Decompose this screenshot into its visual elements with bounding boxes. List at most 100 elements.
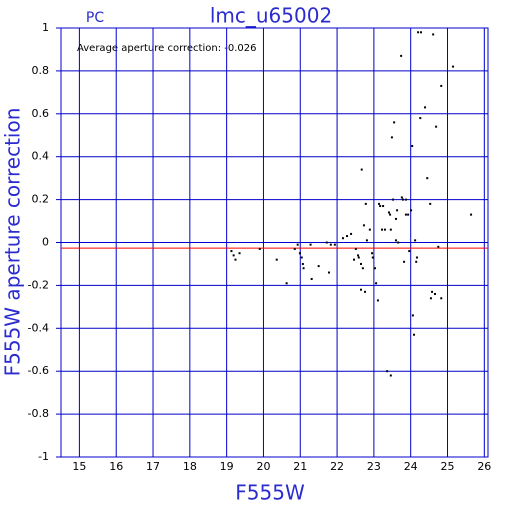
point — [380, 228, 383, 231]
y-tick-label: 0.8 — [32, 64, 50, 77]
point — [364, 202, 367, 205]
point — [238, 252, 241, 255]
point — [341, 237, 344, 240]
point — [435, 125, 438, 128]
point — [408, 250, 411, 253]
point — [275, 258, 278, 261]
point — [419, 117, 422, 120]
point — [394, 239, 397, 242]
point — [437, 245, 440, 248]
point — [309, 243, 312, 246]
x-tick-label: 23 — [367, 460, 381, 473]
x-tick-label: 24 — [404, 460, 418, 473]
point — [417, 31, 420, 34]
point — [389, 228, 392, 231]
point — [234, 258, 237, 261]
x-tick-label: 20 — [256, 460, 270, 473]
point — [392, 198, 395, 201]
point — [300, 256, 303, 259]
point — [414, 239, 417, 242]
point — [371, 256, 374, 259]
point — [400, 196, 403, 199]
point — [296, 243, 299, 246]
panel-label: PC — [86, 10, 104, 26]
point — [362, 224, 365, 227]
point — [411, 144, 414, 147]
point — [298, 252, 301, 255]
point — [285, 282, 288, 285]
point — [390, 136, 393, 139]
point — [393, 121, 396, 124]
point — [386, 370, 389, 373]
x-tick-label: 17 — [146, 460, 160, 473]
point — [407, 213, 410, 216]
point — [325, 241, 328, 244]
point — [364, 290, 367, 293]
y-tick-label: 0 — [42, 236, 49, 249]
point — [346, 235, 349, 238]
y-tick-label: -1 — [38, 450, 49, 463]
point — [258, 247, 261, 250]
point — [368, 228, 371, 231]
annotation: Average aperture correction: -0.026 — [77, 43, 257, 54]
point — [389, 213, 392, 216]
point — [383, 228, 386, 231]
point — [426, 177, 429, 180]
point — [327, 271, 330, 274]
x-tick-label: 19 — [220, 460, 234, 473]
y-tick-label: 1 — [42, 21, 49, 34]
point — [431, 290, 434, 293]
point — [333, 243, 336, 246]
point — [378, 202, 381, 205]
y-tick-label: 0.6 — [32, 107, 50, 120]
y-axis-label: F555W aperture correction — [1, 108, 25, 377]
point — [302, 267, 305, 270]
chart-title: lmc_u65002 — [210, 4, 332, 28]
point — [353, 258, 356, 261]
point — [230, 250, 233, 253]
point — [404, 198, 407, 201]
point — [432, 33, 435, 36]
point — [301, 262, 304, 265]
point — [361, 267, 364, 270]
point — [357, 256, 360, 259]
point — [379, 205, 382, 208]
point — [429, 202, 432, 205]
point — [382, 205, 385, 208]
y-tick-label: 0.4 — [32, 150, 50, 163]
point — [415, 256, 418, 259]
x-tick-label: 26 — [477, 460, 491, 473]
point — [389, 374, 392, 377]
y-tick-label: -0.8 — [28, 407, 49, 420]
x-tick-label: 22 — [330, 460, 344, 473]
point — [365, 239, 368, 242]
plot-frame — [60, 27, 489, 458]
point — [424, 106, 427, 109]
point — [360, 288, 363, 291]
point — [411, 314, 414, 317]
x-tick-label: 18 — [183, 460, 197, 473]
y-tick-label: -0.2 — [28, 278, 49, 291]
point — [357, 254, 360, 257]
point — [350, 232, 353, 235]
point — [440, 297, 443, 300]
point — [394, 217, 397, 220]
point — [354, 247, 357, 250]
point — [400, 54, 403, 57]
y-tick-label: -0.6 — [28, 364, 49, 377]
point — [429, 297, 432, 300]
point — [232, 254, 235, 257]
y-tick-label: 0.2 — [32, 193, 50, 206]
x-tick-label: 16 — [109, 460, 123, 473]
point — [420, 31, 423, 34]
point — [452, 65, 455, 68]
point — [403, 260, 406, 263]
point — [387, 211, 390, 214]
x-tick-label: 15 — [72, 460, 86, 473]
point — [293, 247, 296, 250]
point — [433, 292, 436, 295]
point — [360, 262, 363, 265]
point — [375, 282, 378, 285]
